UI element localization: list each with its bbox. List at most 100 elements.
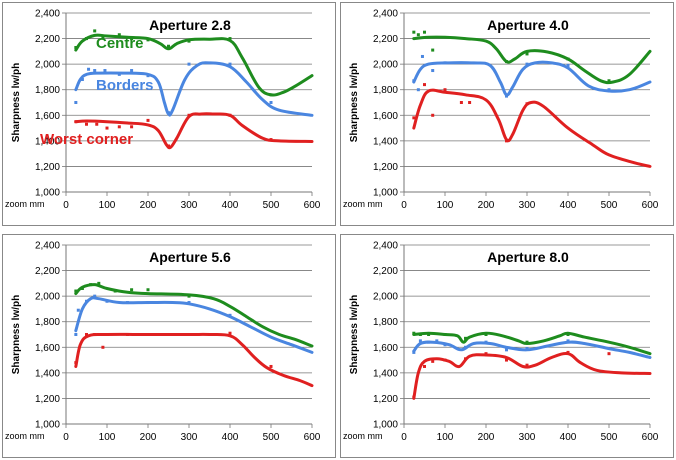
data-point-centre — [464, 336, 467, 340]
data-point-borders — [93, 69, 97, 73]
series-line-worst-corner — [412, 352, 652, 400]
data-point-worst-corner — [505, 139, 508, 143]
chart-border — [2, 234, 336, 458]
x-tick-label: 400 — [222, 200, 239, 211]
chart-panel-aperture-8-0: 1,000 1,200 1,400 1,600 1,800 2,000 2,200 2,400… — [340, 234, 674, 458]
x-tick-label: 200 — [478, 432, 495, 443]
y-tick-label: 2,200 — [35, 266, 60, 277]
data-point-borders — [187, 301, 191, 305]
data-point-centre — [525, 340, 529, 344]
series-line-centre — [412, 331, 652, 356]
data-point-borders — [412, 79, 416, 83]
y-tick-label: 1,600 — [373, 343, 398, 354]
chart-title: Aperture 5.6 — [149, 249, 231, 265]
series-line-borders — [412, 60, 652, 97]
data-point-centre — [423, 30, 426, 34]
data-point-centre — [97, 281, 101, 285]
data-point-borders — [525, 62, 529, 66]
data-point-worst-corner — [505, 358, 508, 362]
data-point-worst-corner — [74, 120, 78, 124]
data-point-borders — [187, 62, 191, 66]
y-tick-label: 2,400 — [35, 9, 60, 20]
data-point-borders — [103, 69, 107, 73]
data-point-centre — [443, 333, 447, 336]
data-point-worst-corner — [85, 122, 88, 126]
data-point-centre — [187, 39, 191, 43]
y-tick-label: 1,400 — [373, 136, 398, 147]
data-point-borders — [420, 54, 424, 58]
data-point-centre — [93, 29, 97, 33]
data-point-worst-corner — [167, 144, 170, 148]
data-point-borders — [76, 308, 80, 312]
data-point-borders — [435, 339, 439, 343]
data-point-centre — [187, 294, 191, 298]
data-point-centre — [130, 37, 134, 41]
data-point-centre — [117, 33, 121, 37]
y-tick-label: 2,000 — [35, 292, 60, 303]
data-point-borders — [74, 333, 78, 336]
y-tick-label: 1,000 — [373, 188, 398, 199]
data-point-centre — [74, 289, 78, 293]
data-point-centre — [167, 44, 170, 48]
data-point-borders — [228, 313, 232, 317]
data-point-borders — [117, 72, 121, 76]
y-tick-label: 2,400 — [373, 241, 398, 252]
data-point-borders — [269, 101, 273, 104]
data-point-worst-corner — [423, 364, 426, 368]
y-tick-label: 1,400 — [373, 368, 398, 379]
data-point-borders — [85, 299, 88, 303]
data-point-worst-corner — [525, 363, 529, 367]
data-point-borders — [505, 94, 508, 98]
data-point-centre — [431, 48, 435, 52]
y-tick-label: 1,200 — [35, 162, 60, 173]
x-tick-label: 300 — [181, 200, 198, 211]
data-point-worst-corner — [525, 102, 529, 106]
data-point-worst-corner — [443, 358, 447, 362]
data-point-worst-corner — [464, 357, 467, 361]
data-point-centre — [525, 52, 529, 56]
x-tick-label: 0 — [63, 200, 69, 211]
x-tick-label: 400 — [222, 432, 239, 443]
data-point-worst-corner — [443, 88, 447, 92]
data-point-borders — [80, 77, 84, 81]
data-point-worst-corner — [228, 113, 232, 117]
data-point-borders — [146, 301, 150, 305]
data-point-worst-corner — [412, 116, 416, 120]
data-point-centre — [85, 37, 88, 41]
y-tick-label: 1,000 — [373, 420, 398, 431]
y-tick-label: 1,800 — [373, 85, 398, 96]
series-line-borders — [412, 340, 652, 359]
data-point-worst-corner — [468, 101, 472, 104]
x-tick-label: 300 — [181, 432, 198, 443]
x-tick-label: 400 — [560, 200, 577, 211]
data-point-centre — [130, 288, 134, 292]
data-point-worst-corner — [431, 113, 435, 117]
data-point-borders — [126, 301, 129, 305]
y-tick-label: 2,200 — [373, 266, 398, 277]
data-point-centre — [412, 30, 416, 34]
data-point-borders — [228, 62, 232, 66]
x-tick-label: 500 — [601, 200, 618, 211]
x-tick-label: 100 — [437, 432, 454, 443]
data-point-borders — [505, 348, 508, 352]
chart-title: Aperture 2.8 — [149, 17, 231, 33]
x-axis-label: zoom mm — [343, 431, 383, 441]
series-line-worst-corner — [412, 88, 652, 168]
data-point-centre — [412, 331, 416, 335]
x-tick-label: 0 — [401, 432, 407, 443]
y-tick-label: 1,400 — [35, 368, 60, 379]
x-tick-label: 300 — [519, 200, 536, 211]
data-point-worst-corner — [146, 333, 150, 336]
y-tick-label: 1,000 — [35, 420, 60, 431]
x-tick-label: 300 — [519, 432, 536, 443]
data-point-centre — [80, 286, 84, 290]
data-point-centre — [228, 37, 232, 41]
data-point-borders — [484, 340, 488, 344]
data-point-worst-corner — [187, 113, 191, 117]
x-axis-label: zoom mm — [343, 199, 383, 209]
data-point-borders — [566, 63, 570, 67]
data-point-worst-corner — [74, 361, 78, 365]
series-line-worst-corner — [74, 332, 314, 388]
x-tick-label: 600 — [642, 200, 659, 211]
